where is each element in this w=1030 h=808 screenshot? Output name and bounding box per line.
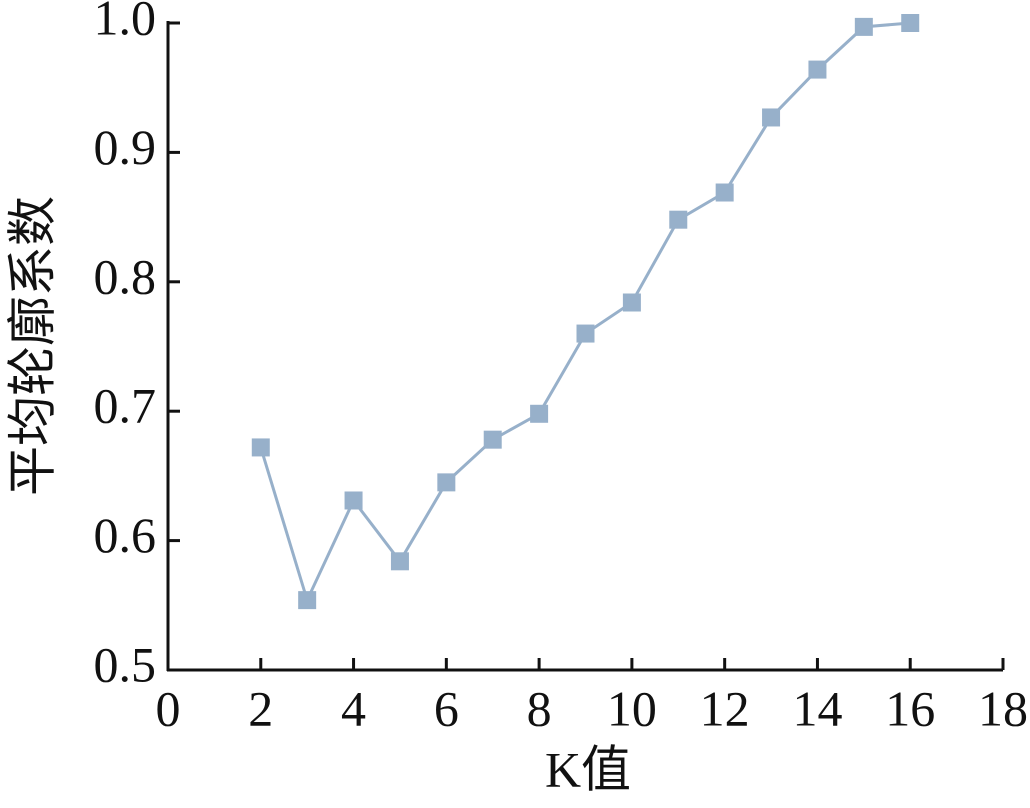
x-tick-label: 10 bbox=[607, 680, 657, 736]
x-tick-label: 18 bbox=[978, 680, 1028, 736]
marker bbox=[901, 14, 920, 32]
x-tick-label: 2 bbox=[248, 680, 273, 736]
y-tick-label: 0.5 bbox=[94, 636, 157, 692]
marker bbox=[854, 17, 873, 36]
y-tick-label: 0.9 bbox=[94, 119, 157, 175]
y-tick-label: 0.8 bbox=[94, 248, 157, 304]
marker bbox=[762, 108, 781, 127]
marker bbox=[483, 430, 502, 449]
marker bbox=[576, 324, 595, 343]
marker bbox=[808, 60, 827, 79]
marker bbox=[530, 404, 549, 423]
marker bbox=[251, 438, 270, 457]
marker bbox=[715, 183, 734, 202]
x-tick-label: 0 bbox=[156, 680, 181, 736]
series-line bbox=[259, 21, 911, 605]
y-tick-label: 0.7 bbox=[94, 378, 157, 434]
marker bbox=[390, 552, 409, 571]
x-tick-label: 8 bbox=[527, 680, 552, 736]
y-tick-label: 0.6 bbox=[94, 507, 157, 563]
x-tick-label: 6 bbox=[434, 680, 459, 736]
x-tick-label: 12 bbox=[700, 680, 750, 736]
marker bbox=[622, 293, 641, 312]
x-tick-label: 4 bbox=[341, 680, 366, 736]
marker bbox=[298, 591, 317, 610]
x-tick-label: 16 bbox=[885, 680, 935, 736]
x-axis-label: K值 bbox=[545, 741, 631, 797]
x-tick-label: 14 bbox=[792, 680, 842, 736]
y-tick-label: 1.0 bbox=[94, 0, 157, 45]
marker bbox=[344, 491, 363, 510]
marker bbox=[669, 210, 688, 229]
y-axis-label: 平均轮廓系数 bbox=[4, 196, 60, 496]
marker bbox=[437, 473, 456, 492]
